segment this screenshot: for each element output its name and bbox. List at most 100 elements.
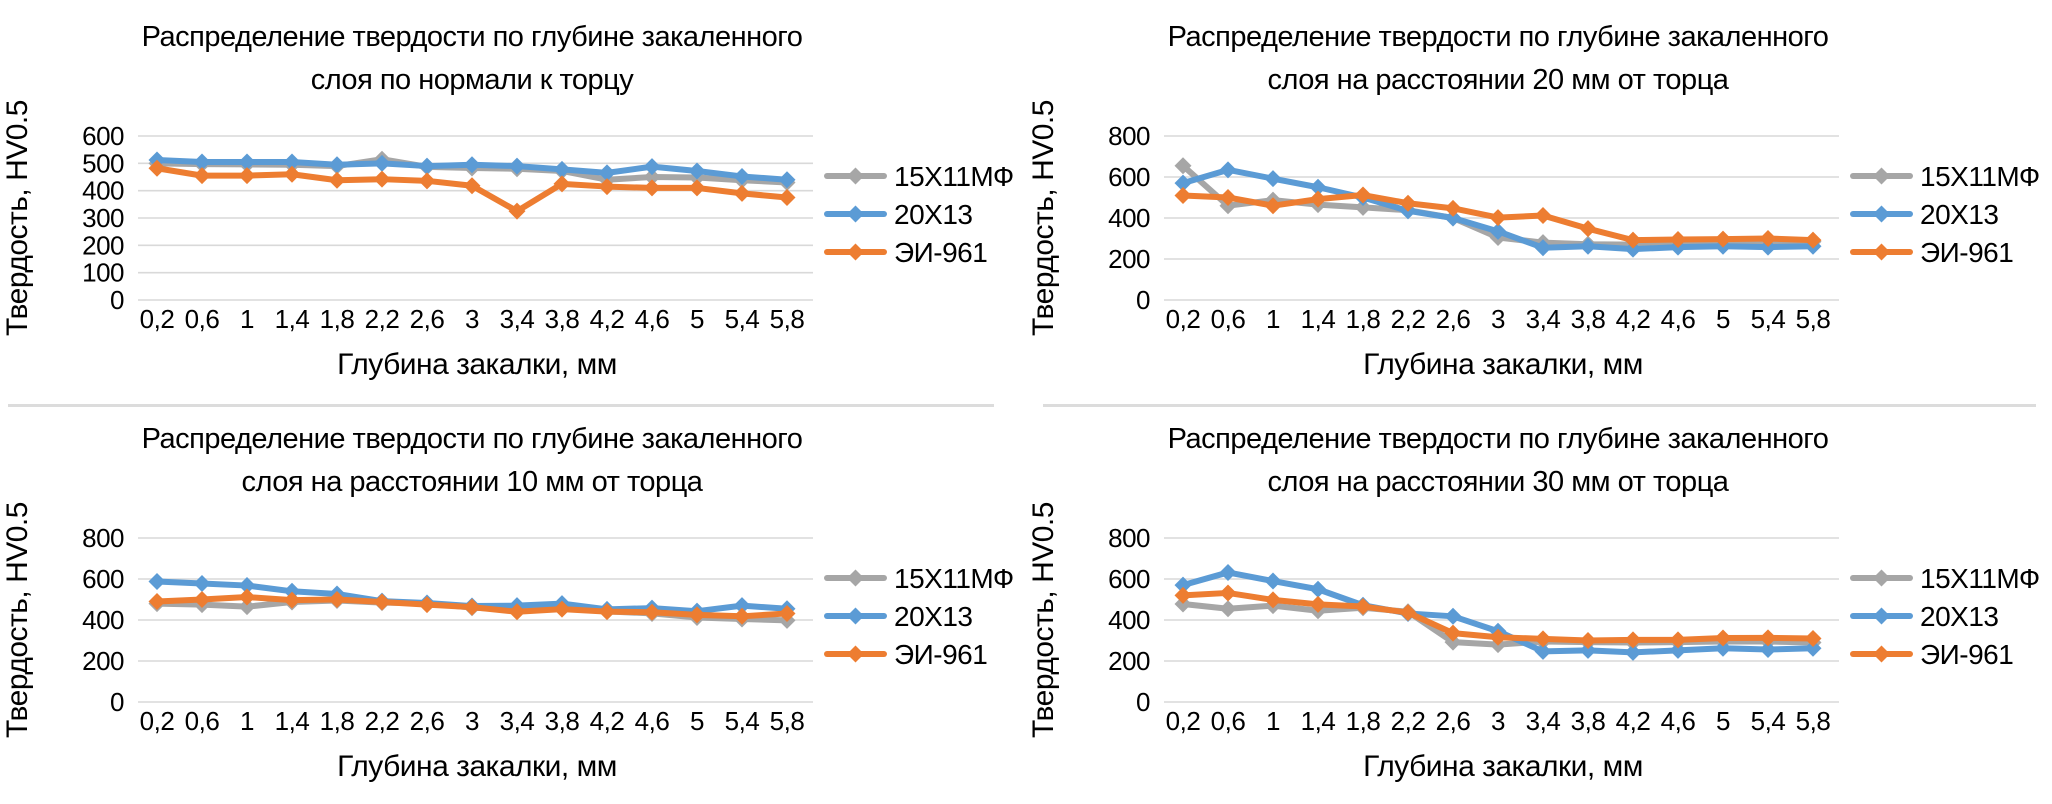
- y-tick-label: 600: [82, 121, 124, 151]
- legend-label: 15Х11МФ: [894, 563, 1014, 594]
- legend-swatch-marker: [1873, 569, 1890, 587]
- series-marker: [1714, 639, 1732, 657]
- series-marker: [1624, 643, 1642, 661]
- series-marker: [238, 588, 256, 606]
- series-marker: [1534, 207, 1552, 225]
- x-tick-label: 5: [690, 706, 704, 736]
- series-marker: [1579, 641, 1597, 659]
- series-marker: [1579, 237, 1597, 255]
- legend-swatch-marker: [847, 205, 864, 223]
- chart-cell-bottom-right: Распределение твердости по глубине закал…: [1026, 402, 2052, 804]
- series-marker: [193, 167, 211, 185]
- chart-title-line: слоя на расстоянии 10 мм от торца: [242, 466, 704, 498]
- series-эи-961: [148, 159, 796, 220]
- chart-cell-top-right: Распределение твердости по глубине закал…: [1026, 0, 2052, 402]
- series-marker: [1714, 230, 1732, 248]
- x-tick-label: 3,4: [500, 304, 535, 334]
- series-marker: [643, 158, 661, 176]
- series-marker: [1354, 198, 1372, 216]
- series-marker: [373, 154, 391, 172]
- series-marker: [1804, 639, 1822, 657]
- y-tick-label: 100: [82, 258, 124, 288]
- series-marker: [508, 157, 526, 175]
- series-marker: [508, 202, 526, 220]
- x-axis-title: Глубина закалки, мм: [1363, 348, 1643, 381]
- x-tick-label: 0,6: [1211, 706, 1246, 736]
- series-marker: [1714, 629, 1732, 647]
- legend-item-15х11мф: 15Х11МФ: [824, 161, 1014, 192]
- legend-item-15х11мф: 15Х11МФ: [1850, 161, 2040, 192]
- x-tick-label: 2,2: [1391, 706, 1426, 736]
- series-marker: [1264, 591, 1282, 609]
- series-marker: [463, 156, 481, 174]
- series-marker: [1669, 231, 1687, 249]
- chart-canvas-bottom-left: Распределение твердости по глубине закал…: [1, 423, 1014, 783]
- x-tick-label: 3,8: [545, 706, 580, 736]
- series-marker: [283, 153, 301, 171]
- series-marker: [1399, 194, 1417, 212]
- series-эи-961: [1174, 186, 1822, 249]
- y-axis-title: Твердость, HV0.5: [1, 100, 34, 336]
- series-marker: [283, 165, 301, 183]
- series-marker: [1804, 231, 1822, 249]
- x-tick-label: 0,6: [185, 706, 220, 736]
- series-marker: [463, 177, 481, 195]
- series-marker: [1174, 595, 1192, 613]
- legend-label: ЭИ-961: [1920, 639, 2013, 670]
- x-tick-label: 4,6: [1661, 304, 1696, 334]
- series-marker: [1219, 189, 1237, 206]
- y-tick-label: 800: [82, 523, 124, 553]
- x-tick-label: 5: [690, 304, 704, 334]
- x-tick-label: 2,6: [1436, 304, 1471, 334]
- chart-cell-bottom-left: Распределение твердости по глубине закал…: [0, 402, 1026, 804]
- series-marker: [238, 167, 256, 185]
- series-marker: [238, 153, 256, 171]
- legend-swatch-marker: [1873, 205, 1890, 223]
- x-tick-label: 0,2: [1166, 304, 1201, 334]
- x-tick-label: 5,8: [1796, 304, 1831, 334]
- series-marker: [1579, 632, 1597, 649]
- series-marker: [1309, 580, 1327, 598]
- series-20х13: [148, 151, 796, 189]
- chart-title-line: Распределение твердости по глубине закал…: [142, 21, 803, 53]
- chart-canvas-top-right: Распределение твердости по глубине закал…: [1027, 21, 2040, 381]
- series-marker: [238, 598, 256, 616]
- series-marker: [418, 172, 436, 190]
- series-marker: [643, 603, 661, 621]
- series-marker: [1759, 238, 1777, 256]
- x-tick-label: 5: [1716, 706, 1730, 736]
- series-эи-961: [148, 588, 796, 625]
- legend-item-20х13: 20Х13: [1850, 601, 1999, 632]
- series-marker: [1219, 600, 1237, 618]
- series-marker: [643, 179, 661, 197]
- series-marker: [148, 593, 166, 611]
- x-tick-label: 4,6: [1661, 706, 1696, 736]
- series-marker: [1219, 584, 1237, 602]
- x-tick-label: 1,4: [275, 706, 310, 736]
- x-tick-label: 1,8: [320, 304, 355, 334]
- x-tick-label: 4,6: [635, 304, 670, 334]
- x-tick-label: 0,2: [140, 706, 175, 736]
- x-tick-label: 0,2: [140, 304, 175, 334]
- x-tick-label: 2,6: [410, 706, 445, 736]
- legend-label: 20Х13: [1920, 601, 1998, 632]
- x-tick-label: 0,6: [185, 304, 220, 334]
- y-tick-label: 600: [82, 564, 124, 594]
- y-tick-label: 400: [82, 605, 124, 635]
- x-axis-title: Глубина закалки, мм: [1363, 750, 1643, 783]
- series-marker: [553, 160, 571, 178]
- legend-swatch-marker: [847, 645, 864, 663]
- x-tick-label: 3,8: [1571, 304, 1606, 334]
- x-tick-label: 5: [1716, 304, 1730, 334]
- legend-label: ЭИ-961: [894, 237, 987, 268]
- series-marker: [553, 600, 571, 618]
- x-tick-label: 2,2: [365, 304, 400, 334]
- y-axis-title: Твердость, HV0.5: [1, 502, 34, 738]
- series-marker: [778, 604, 796, 622]
- series-marker: [1759, 230, 1777, 247]
- legend-label: 20Х13: [894, 199, 972, 230]
- series-marker: [1624, 631, 1642, 649]
- x-tick-label: 4,6: [635, 706, 670, 736]
- y-tick-label: 400: [1108, 203, 1150, 233]
